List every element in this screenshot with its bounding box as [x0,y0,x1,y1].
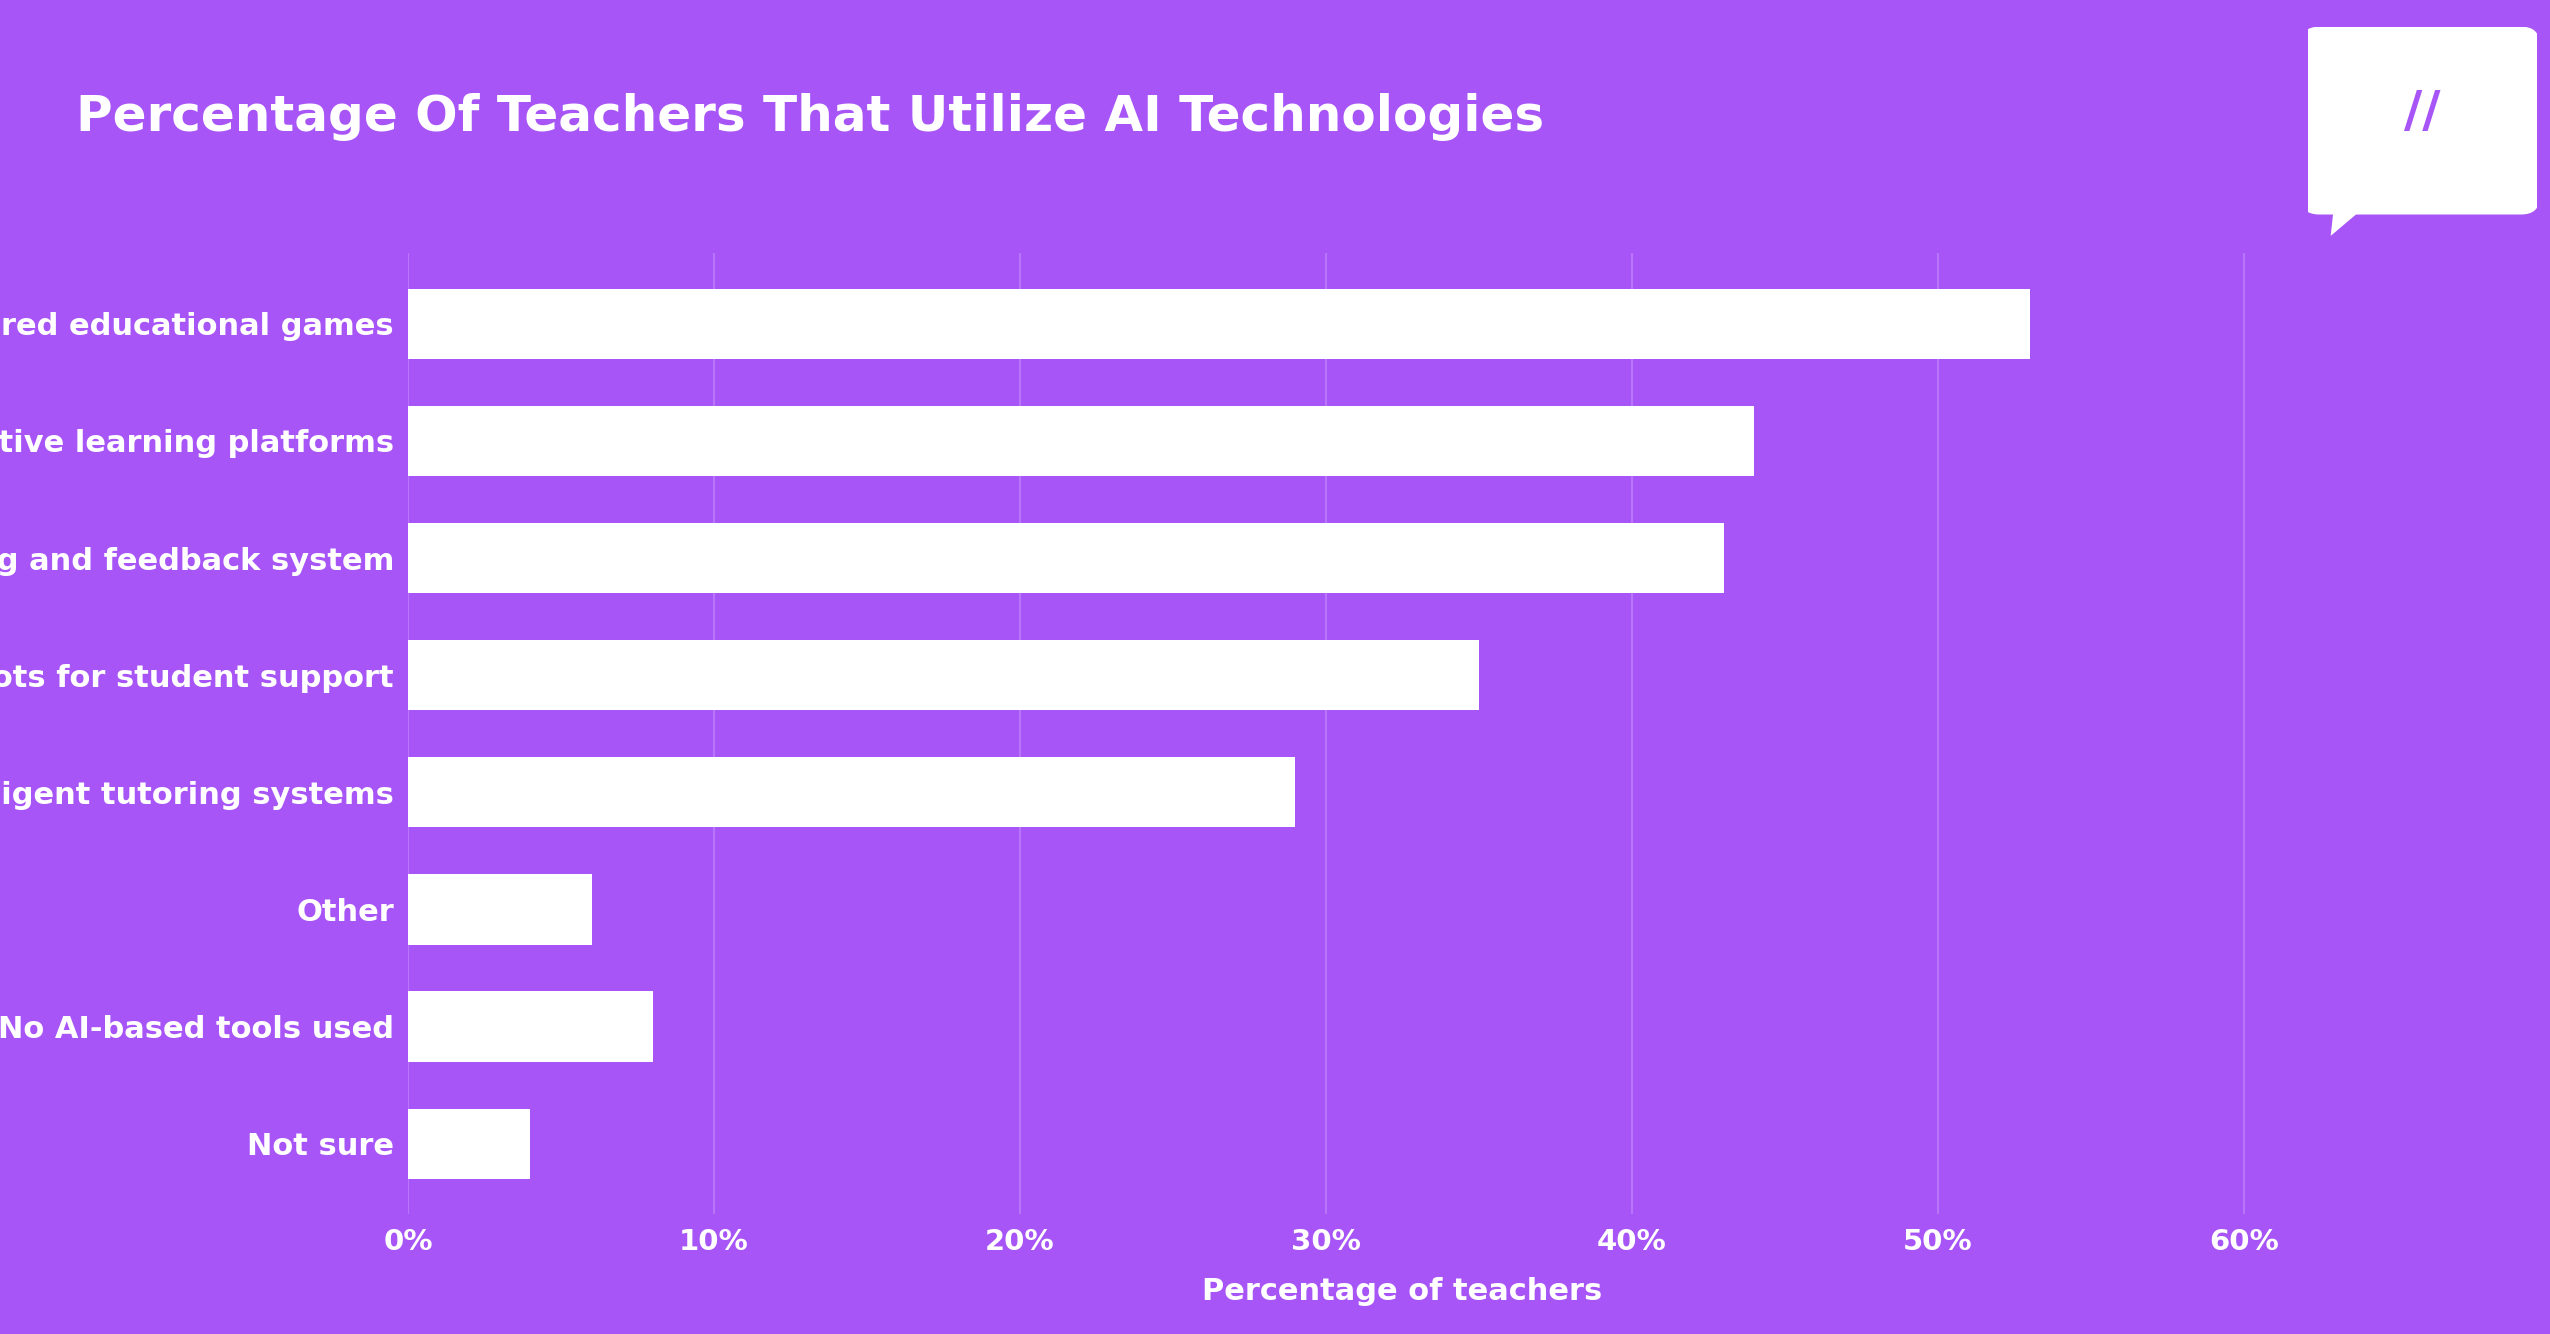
Bar [408,288,2030,359]
Bar [408,640,1479,710]
Bar [408,991,653,1062]
Text: Percentage Of Teachers That Utilize AI Technologies: Percentage Of Teachers That Utilize AI T… [76,93,1545,141]
Text: //: // [2405,88,2440,136]
Bar [408,523,1724,594]
Bar [408,406,1754,476]
FancyBboxPatch shape [2300,27,2540,215]
X-axis label: Percentage of teachers: Percentage of teachers [1204,1277,1601,1306]
Bar [408,874,592,944]
Bar [408,758,1295,827]
Polygon shape [2331,193,2382,236]
Bar [408,1109,530,1179]
